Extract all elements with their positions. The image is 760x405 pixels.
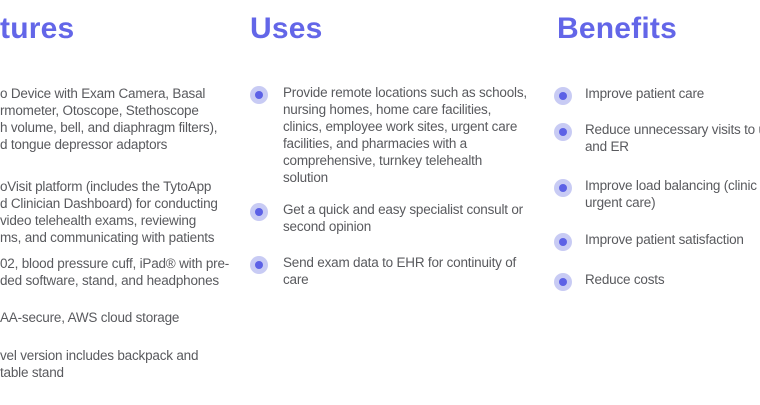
features-block-travel: vel version includes backpack and table … [0, 347, 198, 381]
features-text-line: vel version includes backpack and [0, 348, 199, 363]
uses-list-item: Get a quick and easy specialist consult … [250, 201, 523, 235]
benefits-item-text: Improve load balancing (clinic urgent ca… [585, 178, 757, 210]
features-text-line: 02, blood pressure cuff, iPad® with pre- [0, 256, 230, 271]
features-block-storage: AA-secure, AWS cloud storage [0, 309, 179, 326]
benefits-list-item: Reduce unnecessary visits to u and ER [554, 121, 760, 155]
features-block-platform: oVisit platform (includes the TytoApp d … [0, 178, 218, 246]
benefits-item-text: Reduce unnecessary visits to u and ER [585, 122, 760, 154]
uses-item-text: Provide remote locations such as schools… [283, 85, 527, 185]
features-text-line: table stand [0, 365, 64, 380]
features-text-line: rmometer, Otoscope, Stethoscope [0, 103, 199, 118]
features-text-line: ded software, stand, and headphones [0, 273, 219, 288]
benefits-item-text: Reduce costs [585, 272, 665, 287]
bullet-icon [250, 86, 268, 104]
features-text-line: AA-secure, AWS cloud storage [0, 310, 180, 325]
features-text-line: ms, and communicating with patients [0, 230, 215, 245]
benefits-item-text: Improve patient care [585, 86, 705, 101]
bullet-icon [554, 273, 572, 291]
features-text-line: d Clinician Dashboard) for conducting [0, 196, 218, 211]
bullet-icon [554, 87, 572, 105]
features-text-line: d tongue depressor adaptors [0, 137, 168, 152]
benefits-heading: Benefits [557, 12, 677, 45]
uses-item-text: Get a quick and easy specialist consult … [283, 202, 523, 234]
features-text-line: o Device with Exam Camera, Basal [0, 86, 206, 101]
uses-list-item: Provide remote locations such as schools… [250, 84, 527, 186]
bullet-icon [250, 256, 268, 274]
benefits-list-item: Improve patient satisfaction [554, 231, 744, 251]
benefits-list-item: Improve patient care [554, 85, 704, 105]
uses-list-item: Send exam data to EHR for continuity of … [250, 254, 516, 288]
features-text-line: h volume, bell, and diaphragm filters), [0, 120, 218, 135]
features-text-line: video telehealth exams, reviewing [0, 213, 197, 228]
bullet-icon [250, 203, 268, 221]
features-text-line: oVisit platform (includes the TytoApp [0, 179, 212, 194]
bullet-icon [554, 123, 572, 141]
benefits-item-text: Improve patient satisfaction [585, 232, 744, 247]
bullet-icon [554, 179, 572, 197]
uses-item-text: Send exam data to EHR for continuity of … [283, 255, 517, 287]
benefits-list-item: Reduce costs [554, 271, 665, 291]
features-heading: tures [0, 12, 75, 45]
uses-heading: Uses [250, 12, 323, 45]
bullet-icon [554, 233, 572, 251]
features-block-accessories: 02, blood pressure cuff, iPad® with pre-… [0, 255, 229, 289]
benefits-list-item: Improve load balancing (clinic urgent ca… [554, 177, 757, 211]
features-block-device: o Device with Exam Camera, Basal rmomete… [0, 85, 218, 153]
